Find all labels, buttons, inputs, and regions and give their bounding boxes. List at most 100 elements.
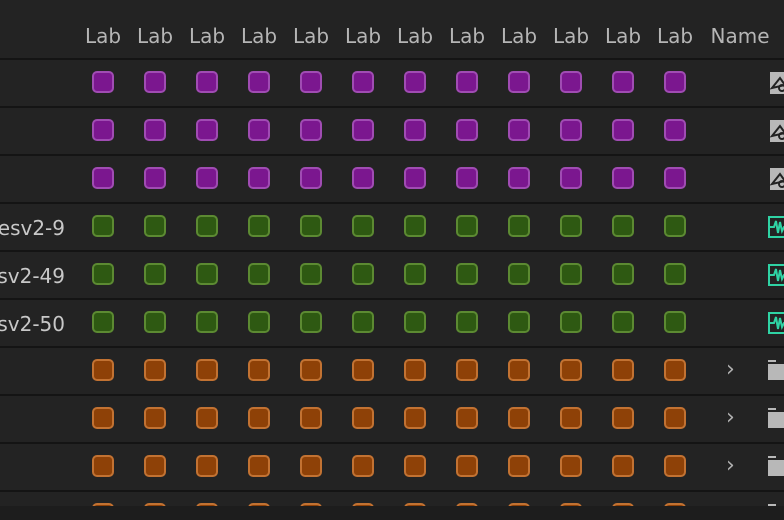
label-swatch-orange[interactable] [300, 503, 322, 506]
label-column-header[interactable]: Lab [552, 24, 590, 48]
label-swatch-purple[interactable] [560, 119, 582, 141]
label-swatch-purple[interactable] [404, 167, 426, 189]
label-swatch-green[interactable] [196, 215, 218, 237]
label-swatch-purple[interactable] [92, 167, 114, 189]
label-swatch-orange[interactable] [508, 359, 530, 381]
label-swatch-orange[interactable] [456, 359, 478, 381]
label-column-header[interactable]: Lab [448, 24, 486, 48]
label-column-header[interactable]: Lab [136, 24, 174, 48]
label-swatch-orange[interactable] [560, 359, 582, 381]
table-row[interactable]: › [0, 348, 784, 396]
label-swatch-purple[interactable] [560, 71, 582, 93]
label-swatch-green[interactable] [144, 311, 166, 333]
label-column-header[interactable]: Lab [292, 24, 330, 48]
label-swatch-green[interactable] [664, 215, 686, 237]
table-row[interactable]: sv2-49 [0, 252, 784, 300]
label-swatch-purple[interactable] [612, 71, 634, 93]
label-swatch-purple[interactable] [248, 119, 270, 141]
label-swatch-green[interactable] [456, 215, 478, 237]
label-swatch-orange[interactable] [144, 407, 166, 429]
label-swatch-orange[interactable] [404, 359, 426, 381]
label-swatch-orange[interactable] [352, 503, 374, 506]
label-swatch-orange[interactable] [196, 503, 218, 506]
label-swatch-purple[interactable] [92, 119, 114, 141]
label-swatch-purple[interactable] [196, 119, 218, 141]
label-swatch-orange[interactable] [352, 407, 374, 429]
label-swatch-green[interactable] [560, 215, 582, 237]
label-swatch-green[interactable] [144, 215, 166, 237]
label-swatch-orange[interactable] [248, 503, 270, 506]
label-swatch-green[interactable] [300, 311, 322, 333]
label-swatch-green[interactable] [664, 311, 686, 333]
label-column-header[interactable]: Lab [188, 24, 226, 48]
label-swatch-orange[interactable] [404, 455, 426, 477]
table-row[interactable] [0, 492, 784, 506]
label-swatch-orange[interactable] [404, 407, 426, 429]
label-swatch-orange[interactable] [92, 359, 114, 381]
label-column-header[interactable]: Lab [344, 24, 382, 48]
label-swatch-purple[interactable] [248, 167, 270, 189]
chevron-right-icon[interactable]: › [726, 405, 735, 430]
label-swatch-orange[interactable] [664, 455, 686, 477]
label-swatch-orange[interactable] [144, 455, 166, 477]
label-swatch-orange[interactable] [456, 455, 478, 477]
label-swatch-green[interactable] [352, 311, 374, 333]
label-swatch-green[interactable] [248, 215, 270, 237]
label-swatch-purple[interactable] [92, 71, 114, 93]
label-swatch-purple[interactable] [404, 119, 426, 141]
table-row[interactable] [0, 108, 784, 156]
label-swatch-green[interactable] [612, 263, 634, 285]
label-swatch-purple[interactable] [300, 119, 322, 141]
label-swatch-orange[interactable] [508, 455, 530, 477]
label-swatch-green[interactable] [352, 263, 374, 285]
label-swatch-purple[interactable] [508, 71, 530, 93]
chevron-right-icon[interactable]: › [726, 357, 735, 382]
label-swatch-orange[interactable] [92, 455, 114, 477]
table-row[interactable]: › [0, 444, 784, 492]
label-column-header[interactable]: Lab [84, 24, 122, 48]
label-swatch-purple[interactable] [352, 119, 374, 141]
label-swatch-green[interactable] [456, 311, 478, 333]
label-swatch-green[interactable] [508, 215, 530, 237]
label-swatch-orange[interactable] [612, 503, 634, 506]
name-column-header[interactable]: Name [710, 24, 770, 48]
label-swatch-orange[interactable] [664, 359, 686, 381]
label-swatch-orange[interactable] [560, 455, 582, 477]
label-swatch-green[interactable] [508, 263, 530, 285]
label-swatch-green[interactable] [300, 263, 322, 285]
label-swatch-green[interactable] [456, 263, 478, 285]
label-swatch-green[interactable] [92, 215, 114, 237]
label-swatch-purple[interactable] [196, 71, 218, 93]
label-column-header[interactable]: Lab [396, 24, 434, 48]
label-swatch-purple[interactable] [456, 167, 478, 189]
label-swatch-green[interactable] [612, 215, 634, 237]
label-swatch-orange[interactable] [248, 407, 270, 429]
label-swatch-orange[interactable] [196, 359, 218, 381]
label-swatch-green[interactable] [92, 311, 114, 333]
label-swatch-green[interactable] [404, 311, 426, 333]
label-swatch-orange[interactable] [144, 503, 166, 506]
label-swatch-orange[interactable] [612, 407, 634, 429]
chevron-right-icon[interactable]: › [726, 453, 735, 478]
label-swatch-green[interactable] [92, 263, 114, 285]
label-swatch-green[interactable] [352, 215, 374, 237]
label-swatch-orange[interactable] [300, 455, 322, 477]
label-swatch-orange[interactable] [92, 407, 114, 429]
label-swatch-orange[interactable] [300, 359, 322, 381]
label-swatch-orange[interactable] [300, 407, 322, 429]
table-row[interactable] [0, 156, 784, 204]
label-swatch-green[interactable] [560, 311, 582, 333]
label-swatch-purple[interactable] [664, 119, 686, 141]
label-swatch-orange[interactable] [560, 503, 582, 506]
label-swatch-green[interactable] [612, 311, 634, 333]
label-swatch-orange[interactable] [196, 455, 218, 477]
label-swatch-purple[interactable] [508, 167, 530, 189]
label-swatch-orange[interactable] [248, 359, 270, 381]
label-swatch-green[interactable] [300, 215, 322, 237]
label-swatch-purple[interactable] [404, 71, 426, 93]
table-row[interactable]: › [0, 396, 784, 444]
label-swatch-purple[interactable] [456, 71, 478, 93]
label-swatch-purple[interactable] [664, 167, 686, 189]
label-swatch-orange[interactable] [508, 503, 530, 506]
label-swatch-green[interactable] [248, 311, 270, 333]
